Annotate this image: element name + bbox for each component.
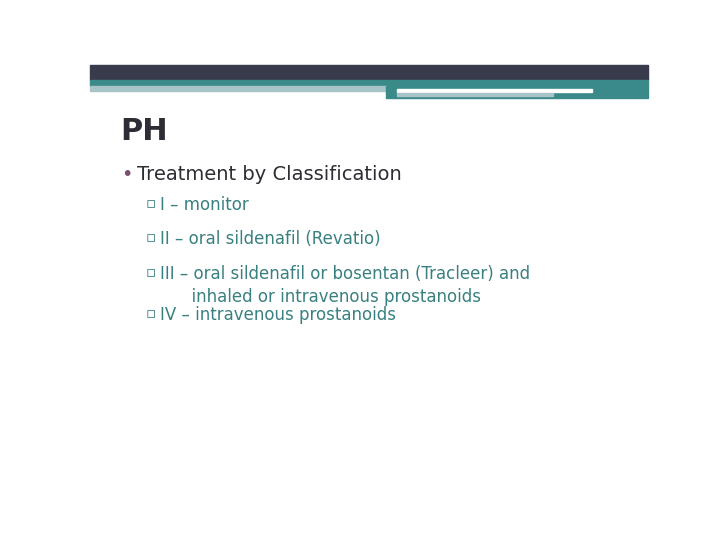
- Bar: [90, 65, 648, 80]
- Bar: [90, 86, 386, 91]
- Text: •: •: [121, 165, 132, 184]
- Bar: [397, 93, 553, 96]
- Text: ▫: ▫: [145, 230, 156, 245]
- Bar: [386, 86, 648, 98]
- Text: PH: PH: [121, 117, 168, 146]
- Text: ▫: ▫: [145, 196, 156, 211]
- Text: ▫: ▫: [145, 306, 156, 321]
- Text: I – monitor: I – monitor: [160, 196, 248, 214]
- Text: III – oral sildenafil or bosentan (Tracleer) and
      inhaled or intravenous pr: III – oral sildenafil or bosentan (Tracl…: [160, 265, 530, 306]
- Bar: [397, 89, 593, 92]
- Bar: [90, 80, 648, 86]
- Text: IV – intravenous prostanoids: IV – intravenous prostanoids: [160, 306, 396, 325]
- Text: II – oral sildenafil (Revatio): II – oral sildenafil (Revatio): [160, 230, 380, 248]
- Text: Treatment by Classification: Treatment by Classification: [138, 165, 402, 184]
- Text: ▫: ▫: [145, 265, 156, 280]
